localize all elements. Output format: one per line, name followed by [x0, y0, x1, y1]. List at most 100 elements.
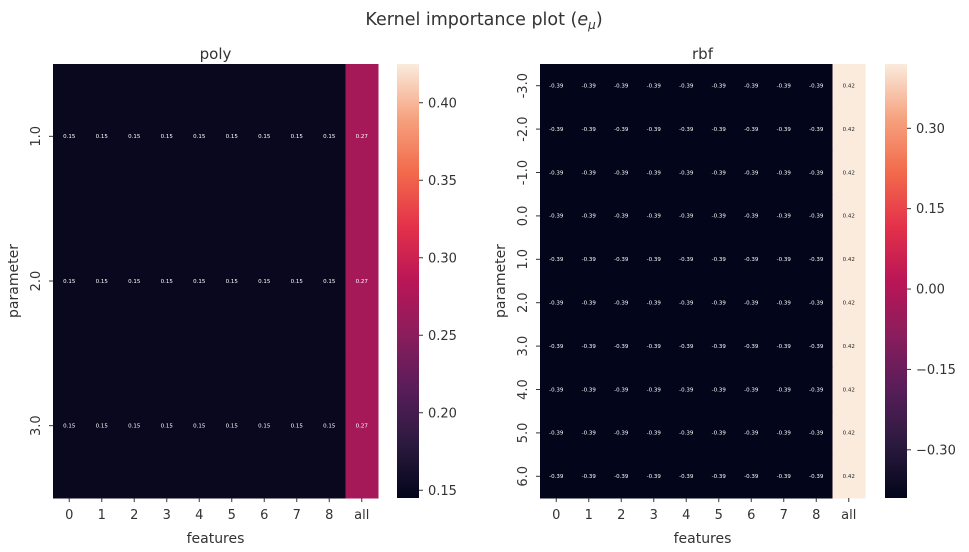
cell-annotation: -0.39: [679, 127, 694, 133]
cell-annotation: -0.39: [712, 84, 727, 90]
heatmap-cell: [540, 64, 573, 108]
cell-annotation: -0.39: [549, 127, 564, 133]
heatmap-cell: [767, 411, 801, 456]
colorbar: [397, 64, 419, 498]
heatmap-cell: [800, 194, 833, 239]
heatmap-cell: [735, 150, 768, 195]
heatmap-cell: [53, 64, 86, 210]
cell-annotation: -0.39: [712, 301, 727, 307]
x-tick-label: 0: [552, 508, 560, 523]
heatmap-cell: [637, 107, 671, 152]
heatmap-cell: [670, 64, 703, 108]
cell-annotation: -0.39: [744, 474, 759, 480]
cell-annotation: 0.15: [258, 279, 271, 285]
colorbar-tick-label: 0.25: [428, 329, 457, 344]
cell-annotation: -0.39: [744, 127, 759, 133]
cell-annotation: 0.42: [843, 257, 855, 263]
cell-annotation: -0.39: [647, 474, 662, 480]
rbf-heatmap-panel: rbf -0.39 -0.39 -0.39 -0.39 -0.39 -0.39 -0.39 -0…: [493, 45, 956, 547]
heatmap-cell: [605, 194, 638, 239]
y-tick-label: -2.0: [516, 116, 531, 141]
heatmap-cell: [85, 353, 119, 499]
heatmap-cell: [540, 411, 573, 456]
heatmap-cell: [702, 367, 736, 412]
cell-annotation: -0.39: [549, 387, 564, 393]
heatmap-cell: [670, 454, 703, 499]
heatmap-cell: [832, 64, 866, 108]
cell-annotation: 0.15: [96, 423, 109, 429]
cell-annotation: -0.39: [744, 387, 759, 393]
cell-annotation: -0.39: [809, 127, 824, 133]
heatmap-cell: [540, 367, 573, 412]
heatmap-cell: [767, 194, 801, 239]
heatmap-cell: [800, 107, 833, 152]
heatmap-cell: [118, 353, 151, 499]
colorbar-tick-label: 0.20: [428, 406, 457, 421]
x-tick-label: 7: [780, 508, 788, 523]
heatmap-cell: [832, 281, 866, 325]
cell-annotation: 0.15: [226, 423, 239, 429]
x-tick-label: 1: [98, 508, 106, 523]
cell-annotation: 0.15: [291, 423, 304, 429]
cell-annotation: -0.39: [809, 431, 824, 437]
heatmap-cell: [702, 237, 736, 282]
heatmap-cell: [572, 281, 606, 325]
x-tick-label: all: [354, 508, 369, 523]
heatmap-cell: [670, 150, 703, 195]
heatmap-cell: [637, 281, 671, 325]
heatmap-cell: [248, 208, 281, 354]
cell-annotation: -0.39: [582, 170, 597, 176]
cell-annotation: -0.39: [549, 84, 564, 90]
cell-annotation: -0.39: [777, 344, 792, 350]
x-axis-label: features: [187, 531, 245, 547]
heatmap-cell: [183, 353, 216, 499]
heatmap-cell: [702, 107, 736, 152]
cell-annotation: 0.42: [843, 84, 855, 90]
cell-annotation: -0.39: [549, 474, 564, 480]
heatmap-cell: [832, 411, 866, 456]
cell-annotation: -0.39: [679, 170, 694, 176]
heatmap-cell: [280, 353, 314, 499]
cell-annotation: -0.39: [809, 301, 824, 307]
cell-annotation: -0.39: [582, 301, 597, 307]
heatmap-cell: [800, 64, 833, 108]
colorbar-tick-label: 0.15: [428, 484, 457, 499]
heatmap-cell: [85, 64, 119, 210]
heatmap-cell: [605, 150, 638, 195]
cell-annotation: -0.39: [809, 344, 824, 350]
cell-annotation: 0.15: [128, 279, 141, 285]
cell-annotation: 0.15: [323, 423, 336, 429]
heatmap-cell: [605, 411, 638, 456]
x-tick-label: 2: [617, 508, 625, 523]
heatmap-cell: [572, 107, 606, 152]
y-tick-label: 2.0: [516, 292, 531, 313]
cell-annotation: -0.39: [614, 431, 629, 437]
x-tick-label: 0: [65, 508, 73, 523]
heatmap-cell: [702, 411, 736, 456]
x-tick-label: 4: [682, 508, 690, 523]
cell-annotation: -0.39: [744, 344, 759, 350]
cell-annotation: -0.39: [549, 170, 564, 176]
cell-annotation: 0.15: [193, 279, 206, 285]
cell-annotation: 0.15: [291, 279, 304, 285]
heatmap-cell: [280, 208, 314, 354]
cell-annotation: -0.39: [549, 214, 564, 220]
heatmap-cell: [702, 454, 736, 499]
x-tick-label: 6: [747, 508, 755, 523]
heatmap-cell: [832, 107, 866, 152]
heatmap-cell: [735, 64, 768, 108]
heatmap-cell: [800, 411, 833, 456]
heatmap-cell: [572, 324, 606, 369]
heatmap-cell: [605, 64, 638, 108]
heatmap-cell: [572, 237, 606, 282]
y-tick-label: 5.0: [516, 423, 531, 444]
heatmap-cell: [767, 64, 801, 108]
cell-annotation: -0.39: [777, 474, 792, 480]
heatmap-cell: [118, 64, 151, 210]
cell-annotation: -0.39: [647, 431, 662, 437]
cell-annotation: 0.15: [291, 134, 304, 140]
cell-annotation: 0.15: [96, 134, 109, 140]
cell-annotation: 0.42: [843, 170, 855, 176]
heatmap-cell: [605, 281, 638, 325]
cell-annotation: -0.39: [647, 301, 662, 307]
